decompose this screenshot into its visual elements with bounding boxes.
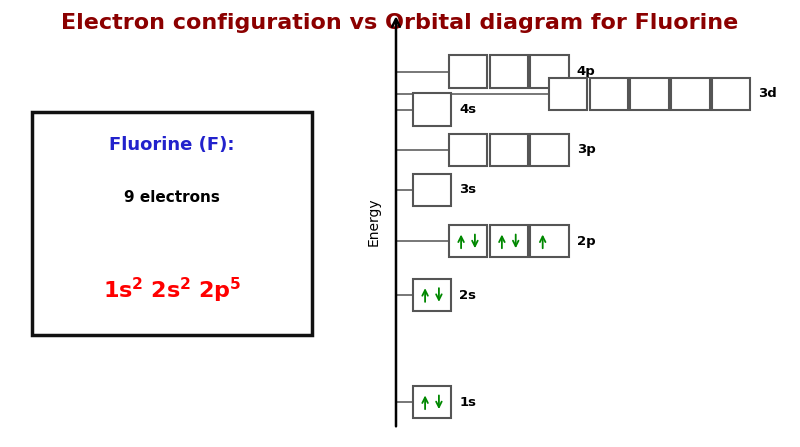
Text: Fluorine (F):: Fluorine (F): (110, 136, 234, 154)
Text: 2p: 2p (577, 235, 595, 248)
Text: 3s: 3s (459, 183, 476, 197)
Bar (449, 134, 487, 166)
Bar (413, 174, 451, 206)
Text: $\mathbf{1s^{2}\ 2s^{2}\ 2p^{5}}$: $\mathbf{1s^{2}\ 2s^{2}\ 2p^{5}}$ (102, 276, 242, 305)
Bar (630, 78, 669, 110)
Text: 2s: 2s (459, 288, 476, 302)
Bar (530, 225, 569, 257)
Bar (530, 134, 569, 166)
Text: 4s: 4s (459, 103, 476, 116)
Text: 3d: 3d (758, 87, 777, 101)
Bar (712, 78, 750, 110)
Text: 9 electrons: 9 electrons (124, 190, 220, 205)
Text: 1s: 1s (459, 396, 476, 409)
Bar (413, 386, 451, 418)
Bar (671, 78, 710, 110)
Text: Electron configuration vs Orbital diagram for Fluorine: Electron configuration vs Orbital diagra… (62, 13, 738, 34)
Bar (490, 55, 528, 88)
Bar (449, 55, 487, 88)
Bar (549, 78, 587, 110)
Bar (32, 112, 312, 335)
Bar (590, 78, 628, 110)
Bar (490, 134, 528, 166)
Bar (449, 225, 487, 257)
Bar (413, 93, 451, 126)
Bar (490, 225, 528, 257)
Text: Energy: Energy (366, 197, 381, 245)
Text: 3p: 3p (577, 143, 595, 156)
Bar (530, 55, 569, 88)
Text: 4p: 4p (577, 65, 595, 78)
Bar (413, 279, 451, 311)
